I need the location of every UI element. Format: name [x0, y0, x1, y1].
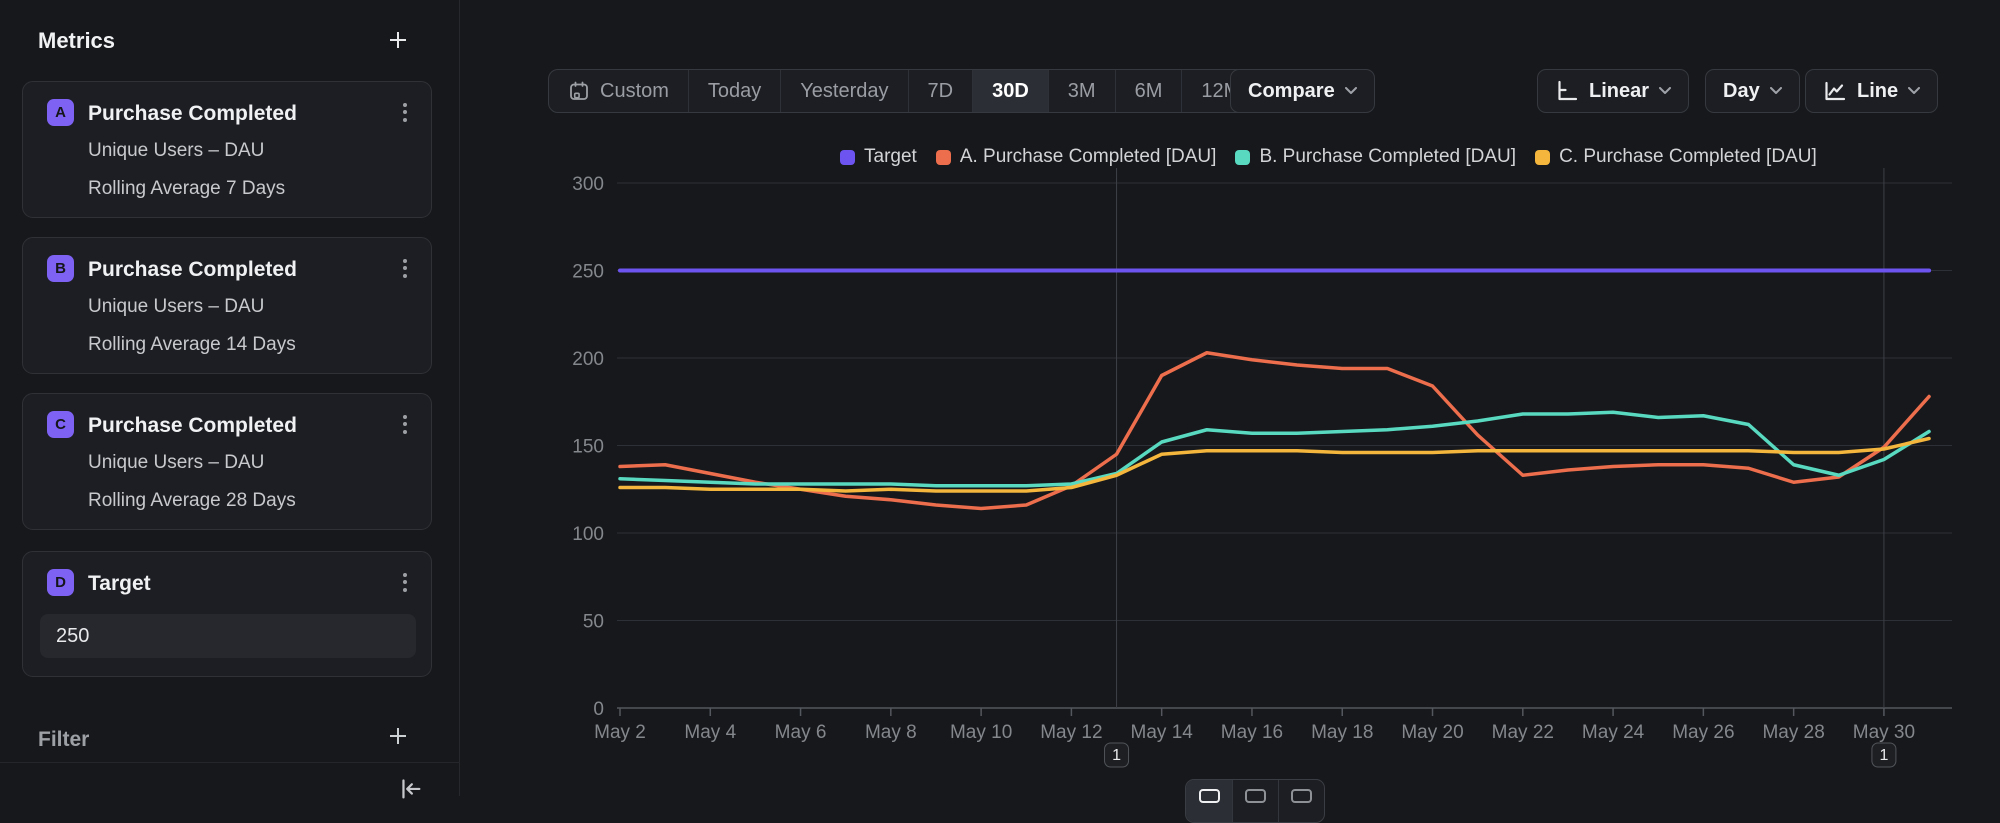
chart-type-label: Line: [1857, 80, 1898, 103]
range-label: Yesterday: [800, 80, 888, 103]
metric-badge-a: A: [47, 99, 74, 126]
chevron-down-icon: [1908, 87, 1920, 95]
display-mode-table-button[interactable]: [1232, 780, 1278, 822]
display-mode-both-button[interactable]: [1278, 780, 1324, 822]
x-axis-label: May 22: [1492, 722, 1554, 743]
x-axis-label: May 14: [1131, 722, 1194, 743]
granularity-select-button[interactable]: Day: [1705, 69, 1800, 113]
metric-badge-d: D: [47, 569, 74, 596]
x-axis-label: May 16: [1221, 722, 1283, 743]
x-axis-label: May 20: [1401, 722, 1463, 743]
range-label: Today: [708, 80, 761, 103]
metric-transform: Rolling Average 7 Days: [88, 178, 285, 200]
x-axis-label: May 2: [594, 722, 646, 743]
chevron-down-icon: [1659, 87, 1671, 95]
range-3m[interactable]: 3M: [1048, 70, 1115, 112]
collapse-panel-icon: [396, 773, 424, 803]
range-yesterday[interactable]: Yesterday: [780, 70, 907, 112]
filter-heading: Filter: [38, 728, 89, 752]
chevron-down-icon: [1770, 87, 1782, 95]
display-mode-chart-button[interactable]: [1186, 780, 1232, 822]
line-chart-icon: [1823, 79, 1847, 103]
range-label: 7D: [928, 80, 954, 103]
x-axis-label: May 30: [1853, 722, 1915, 743]
metric-card-a[interactable]: A Purchase Completed Unique Users – DAU …: [22, 81, 432, 218]
table-card-icon: [1245, 789, 1266, 803]
metric-badge-c: C: [47, 411, 74, 438]
axis-scale-icon: [1555, 79, 1579, 103]
range-6m[interactable]: 6M: [1115, 70, 1182, 112]
plus-icon: [386, 724, 410, 748]
metric-measure: Unique Users – DAU: [88, 140, 264, 162]
range-30d[interactable]: 30D: [972, 70, 1048, 112]
y-axis-label: 0: [593, 699, 604, 720]
metric-menu-button[interactable]: [391, 253, 419, 283]
metric-transform: Rolling Average 14 Days: [88, 334, 296, 356]
x-axis-label: May 4: [684, 722, 736, 743]
sidebar-divider: [0, 762, 460, 763]
metric-transform: Rolling Average 28 Days: [88, 490, 296, 512]
x-axis-label: May 10: [950, 722, 1012, 743]
range-label: Custom: [600, 80, 669, 103]
metric-measure: Unique Users – DAU: [88, 296, 264, 318]
chart-type-select-button[interactable]: Line: [1805, 69, 1938, 113]
target-title: Target: [88, 572, 151, 596]
range-label: 3M: [1068, 80, 1096, 103]
metric-card-c[interactable]: C Purchase Completed Unique Users – DAU …: [22, 393, 432, 530]
x-axis-label: May 12: [1040, 722, 1102, 743]
range-today[interactable]: Today: [688, 70, 780, 112]
x-axis-label: May 6: [775, 722, 827, 743]
x-axis-label: May 28: [1762, 722, 1824, 743]
y-axis-label: 200: [572, 349, 604, 370]
target-value-input[interactable]: [40, 614, 416, 658]
scale-label: Linear: [1589, 80, 1649, 103]
x-axis-label: May 24: [1582, 722, 1645, 743]
range-label: 6M: [1135, 80, 1163, 103]
x-axis-label: May 26: [1672, 722, 1734, 743]
collapse-sidebar-button[interactable]: [396, 774, 424, 802]
chart-panel: Custom Today Yesterday 7D 30D 3M 6M 12M …: [461, 0, 2000, 796]
annotation-badge-label: 1: [1112, 747, 1121, 764]
metric-title: Purchase Completed: [88, 258, 297, 282]
x-axis-label: May 18: [1311, 722, 1373, 743]
chart-card-icon: [1199, 789, 1220, 803]
calendar-icon: [568, 80, 590, 102]
metrics-sidebar: Metrics A Purchase Completed Unique User…: [0, 0, 460, 796]
target-menu-button[interactable]: [391, 567, 419, 597]
plus-icon: [386, 28, 410, 52]
compare-label: Compare: [1248, 80, 1335, 103]
y-axis-label: 300: [572, 174, 604, 195]
range-label: 30D: [992, 80, 1029, 103]
metric-title: Purchase Completed: [88, 414, 297, 438]
compare-button[interactable]: Compare: [1230, 69, 1375, 113]
split-card-icon: [1291, 789, 1312, 803]
metric-card-b[interactable]: B Purchase Completed Unique Users – DAU …: [22, 237, 432, 374]
y-axis-label: 150: [572, 437, 604, 458]
range-7d[interactable]: 7D: [908, 70, 973, 112]
range-custom[interactable]: Custom: [549, 70, 688, 112]
scale-select-button[interactable]: Linear: [1537, 69, 1689, 113]
y-axis-label: 100: [572, 524, 604, 545]
y-axis-label: 50: [583, 612, 604, 633]
metric-title: Purchase Completed: [88, 102, 297, 126]
metric-menu-button[interactable]: [391, 97, 419, 127]
chevron-down-icon: [1345, 87, 1357, 95]
display-mode-toggle: [1185, 779, 1325, 823]
add-filter-button[interactable]: [384, 722, 412, 750]
target-card[interactable]: D Target: [22, 551, 432, 677]
x-axis-label: May 8: [865, 722, 917, 743]
annotation-badge-label: 1: [1879, 747, 1888, 764]
add-metric-button[interactable]: [384, 26, 412, 54]
date-range-control: Custom Today Yesterday 7D 30D 3M 6M 12M: [548, 69, 1260, 113]
y-axis-label: 250: [572, 262, 604, 283]
metrics-heading: Metrics: [38, 28, 115, 54]
metric-badge-b: B: [47, 255, 74, 282]
line-chart[interactable]: 0 50 100 150 200 250 300 May 2 May 4 May 6 May 8 Ma…: [560, 160, 2000, 796]
granularity-label: Day: [1723, 80, 1760, 103]
metric-measure: Unique Users – DAU: [88, 452, 264, 474]
metric-menu-button[interactable]: [391, 409, 419, 439]
